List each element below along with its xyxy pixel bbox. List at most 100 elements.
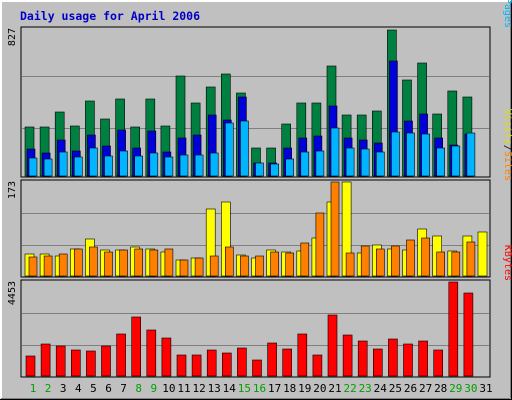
bar-kbytes-day-9 [146, 329, 157, 377]
bar-pages-day-11 [179, 154, 189, 177]
bar-pages-day-4 [74, 156, 83, 177]
bar-kbytes-day-16 [252, 359, 262, 377]
bar-sites-day-26 [406, 239, 415, 277]
bar-sites-day-19 [300, 242, 310, 277]
bar-pages-day-17 [270, 163, 279, 177]
legend-entry-visits: Visits [502, 109, 512, 145]
bar-marks [24, 29, 488, 377]
chart-title: Daily usage for April 2006 [20, 9, 200, 23]
bar-pages-day-24 [375, 151, 385, 177]
bar-pages-day-6 [104, 155, 113, 177]
bar-pages-day-10 [164, 156, 174, 177]
bar-sites-day-6 [104, 251, 113, 277]
x-tick-label-day-13: 13 [208, 382, 221, 395]
bar-kbytes-day-22 [342, 334, 353, 377]
bar-pages-day-22 [345, 147, 355, 177]
x-tick-label-day-26: 26 [404, 382, 417, 395]
bar-kbytes-day-27 [418, 340, 428, 377]
bar-pages-day-27 [421, 133, 430, 177]
bar-pages-day-20 [315, 150, 325, 177]
bar-sites-day-27 [421, 237, 430, 277]
bar-pages-day-26 [406, 132, 415, 177]
bar-kbytes-day-19 [297, 333, 308, 377]
bar-kbytes-day-8 [131, 316, 141, 377]
bar-sites-day-18 [285, 252, 295, 277]
bar-kbytes-day-18 [282, 348, 293, 377]
bar-kbytes-day-3 [55, 345, 66, 377]
panel-hits-files-pages [20, 26, 491, 178]
bar-pages-day-7 [119, 150, 128, 177]
x-tick-label-day-18: 18 [283, 382, 296, 395]
bar-pages-day-1 [28, 157, 38, 177]
legend-middle: Visits/Sites [502, 109, 512, 181]
x-tick-label-day-4: 4 [75, 382, 82, 395]
bar-sites-day-17 [270, 251, 279, 277]
bar-pages-day-30 [466, 132, 476, 177]
bar-pages-day-9 [149, 152, 159, 177]
x-tick-label-day-1: 1 [30, 382, 37, 395]
bar-kbytes-day-26 [403, 343, 413, 377]
bar-sites-day-30 [466, 241, 476, 277]
bar-kbytes-day-25 [388, 338, 398, 377]
y-max-label-top: 827 [7, 28, 18, 46]
y-max-label-middle: 173 [7, 181, 18, 199]
bar-kbytes-day-2 [40, 343, 51, 377]
bar-kbytes-day-7 [116, 333, 126, 377]
bar-pages-day-23 [360, 148, 370, 177]
bar-pages-day-5 [89, 147, 98, 177]
x-tick-label-day-14: 14 [223, 382, 237, 395]
bar-pages-day-3 [58, 151, 68, 177]
bar-kbytes-day-30 [463, 292, 474, 377]
bar-sites-day-29 [451, 251, 461, 277]
bar-sites-day-15 [240, 255, 249, 277]
x-tick-label-day-22: 22 [343, 382, 356, 395]
legend-entry-sites: Sites [502, 151, 512, 181]
bar-sites-day-25 [391, 245, 400, 277]
bar-pages-day-16 [255, 162, 264, 177]
bar-sites-day-21 [330, 181, 340, 277]
y-max-label-bottom: 4453 [7, 281, 18, 305]
legend-entry-kbytes: KBytes [502, 245, 512, 281]
x-tick-label-day-5: 5 [90, 382, 97, 395]
x-tick-label-day-17: 17 [268, 382, 281, 395]
bar-sites-day-7 [119, 249, 128, 277]
bar-kbytes-day-29 [448, 281, 459, 377]
x-tick-label-day-20: 20 [313, 382, 326, 395]
bar-kbytes-day-14 [222, 352, 232, 377]
bar-pages-day-8 [134, 155, 143, 177]
x-tick-label-day-8: 8 [135, 382, 142, 395]
bar-kbytes-day-5 [86, 350, 96, 377]
bar-kbytes-day-24 [372, 348, 383, 377]
bar-sites-day-3 [58, 253, 68, 277]
bar-sites-day-9 [149, 249, 159, 277]
bar-sites-day-11 [179, 259, 189, 277]
bar-kbytes-day-6 [101, 345, 111, 377]
bar-kbytes-day-15 [237, 347, 247, 377]
legend-top: Hits/Files/Pages [502, 0, 512, 28]
x-tick-label-day-16: 16 [253, 382, 266, 395]
bar-pages-day-19 [300, 151, 310, 177]
x-tick-label-day-24: 24 [374, 382, 388, 395]
panel-visits-sites [20, 179, 491, 278]
bar-kbytes-day-12 [191, 354, 202, 377]
x-tick-label-day-25: 25 [389, 382, 402, 395]
bar-kbytes-day-1 [25, 355, 36, 377]
bar-pages-day-28 [436, 147, 446, 177]
bar-kbytes-day-10 [161, 337, 172, 377]
x-tick-label-day-7: 7 [120, 382, 127, 395]
bar-sites-day-16 [255, 255, 264, 277]
bar-pages-day-12 [194, 154, 204, 177]
x-tick-label-day-10: 10 [162, 382, 175, 395]
x-tick-label-day-9: 9 [150, 382, 157, 395]
legend-entry-pages: Pages [502, 0, 512, 28]
bar-sites-day-5 [89, 246, 98, 277]
bar-kbytes-day-13 [206, 349, 217, 377]
bar-pages-day-14 [225, 122, 234, 177]
panel-kbytes [20, 279, 491, 378]
bar-kbytes-day-17 [267, 342, 277, 377]
x-tick-label-day-30: 30 [464, 382, 477, 395]
x-tick-label-day-19: 19 [298, 382, 311, 395]
legend-entry-slash: / [502, 145, 512, 151]
bar-pages-day-21 [330, 127, 340, 177]
